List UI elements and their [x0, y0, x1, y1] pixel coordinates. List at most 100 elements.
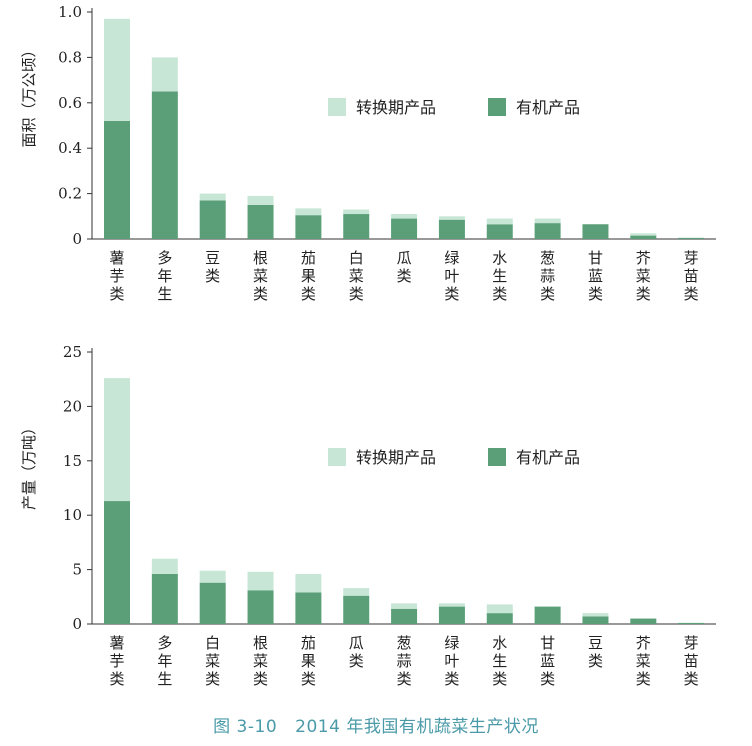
bar-organic: [678, 622, 705, 624]
bar-organic: [199, 200, 226, 239]
x-category-label: 茄果类: [301, 634, 316, 688]
bar-organic: [582, 224, 609, 239]
y-tick-label: 0.2: [58, 185, 82, 203]
bar-organic: [630, 235, 657, 239]
legend-swatch: [328, 448, 346, 466]
bar-organic: [486, 224, 513, 239]
y-tick-label: 25: [63, 343, 82, 361]
bar-organic: [534, 606, 561, 624]
bar-organic: [534, 223, 561, 239]
x-category-label: 多年生: [157, 249, 172, 303]
bar-organic: [582, 616, 609, 624]
x-category-label: 芥菜类: [636, 634, 651, 688]
x-category-label: 多年生: [157, 634, 172, 688]
bar-organic: [151, 573, 178, 624]
y-tick-label: 5: [72, 561, 82, 579]
bar-organic: [343, 595, 370, 624]
x-category-label: 豆类: [588, 634, 603, 670]
bar-conversion: [438, 603, 465, 607]
x-category-label: 白菜类: [205, 634, 220, 688]
x-category-label: 甘蓝类: [540, 634, 555, 688]
output-chart: 0 5 10 15 20 25 产量（万吨） 薯芋类 多年生 白菜类 根菜类 茄果类 瓜类 葱蒜类 绿叶类 水…: [20, 343, 716, 688]
bar-conversion: [247, 195, 274, 205]
bar-organic: [104, 501, 130, 624]
bar-conversion: [151, 558, 178, 574]
bar-conversion: [151, 57, 178, 92]
bar-organic: [630, 618, 657, 624]
bar-organic: [295, 592, 322, 624]
x-category-label: 绿叶类: [444, 249, 459, 303]
x-category-label: 瓜类: [349, 634, 364, 670]
x-category-label: 茄果类: [301, 249, 316, 303]
bar-conversion: [486, 218, 513, 225]
bar-organic: [151, 91, 178, 239]
x-category-label: 绿叶类: [444, 634, 459, 688]
x-category-label: 芥菜类: [636, 249, 651, 303]
x-category-label: 瓜类: [397, 249, 412, 285]
bar-conversion: [199, 193, 226, 201]
y-axis-title: 面积（万公顷）: [20, 42, 38, 147]
bar-organic: [247, 590, 274, 624]
y-tick-label: 0.4: [58, 139, 82, 157]
x-category-label: 水生类: [492, 249, 507, 303]
legend-swatch: [488, 98, 506, 116]
bar-conversion: [486, 604, 513, 614]
bar-conversion: [391, 603, 418, 609]
y-tick-label: 0: [72, 615, 82, 633]
bar-conversion: [534, 218, 561, 224]
bar-conversion: [343, 209, 370, 215]
x-category-label: 甘蓝类: [588, 249, 603, 303]
y-tick-label: 0.6: [58, 94, 82, 112]
x-category-label: 葱蒜类: [397, 634, 412, 688]
legend-label: 转换期产品: [356, 448, 436, 467]
y-axis-title: 产量（万吨）: [20, 420, 38, 510]
legend-label: 有机产品: [516, 98, 580, 117]
y-tick-label: 1.0: [58, 3, 82, 21]
y-tick-label: 0.8: [58, 48, 82, 66]
x-category-label: 芽苗类: [684, 634, 699, 688]
bar-conversion: [247, 571, 274, 591]
bar-conversion: [104, 18, 130, 121]
bar-organic: [438, 606, 465, 624]
x-category-label: 白菜类: [349, 249, 364, 303]
bar-organic: [247, 204, 274, 239]
figure-caption: 图 3-10 2014 年我国有机蔬菜生产状况: [0, 712, 752, 737]
x-category-label: 薯芋类: [109, 634, 124, 688]
x-category-label: 葱蒜类: [540, 249, 555, 303]
bar-organic: [343, 214, 370, 239]
bar-conversion: [104, 378, 130, 502]
bar-conversion: [343, 588, 370, 596]
caption-number: 图 3-10: [213, 717, 278, 737]
caption-text: 2014 年我国有机蔬菜生产状况: [295, 717, 539, 737]
x-category-label: 薯芋类: [109, 249, 124, 303]
bar-organic: [391, 218, 418, 239]
bar-conversion: [295, 208, 322, 216]
bar-organic: [199, 582, 226, 624]
legend-swatch: [328, 98, 346, 116]
x-category-label: 根菜类: [253, 634, 268, 688]
bar-conversion: [199, 570, 226, 583]
legend-label: 有机产品: [516, 448, 580, 467]
legend-label: 转换期产品: [356, 98, 436, 117]
x-category-label: 水生类: [492, 634, 507, 688]
area-chart: 0 0.2 0.4 0.6 0.8 1.0 面积（万公顷） 薯芋类 多年生 豆类 根菜类 茄果类 白菜类…: [20, 3, 716, 303]
y-tick-label: 0: [72, 230, 82, 248]
bar-conversion: [438, 216, 465, 220]
bar-organic: [438, 219, 465, 239]
x-category-label: 豆类: [205, 249, 220, 285]
legend-swatch: [488, 448, 506, 466]
bar-conversion: [630, 233, 657, 236]
bar-organic: [486, 613, 513, 624]
bar-organic: [295, 215, 322, 239]
y-tick-label: 10: [63, 506, 82, 524]
bar-conversion: [582, 613, 609, 617]
x-category-label: 根菜类: [253, 249, 268, 303]
bar-conversion: [295, 573, 322, 593]
bar-organic: [678, 237, 705, 239]
bar-conversion: [391, 214, 418, 219]
x-category-label: 芽苗类: [684, 249, 699, 303]
bar-organic: [104, 120, 130, 239]
bar-organic: [391, 608, 418, 624]
y-tick-label: 15: [63, 452, 82, 470]
